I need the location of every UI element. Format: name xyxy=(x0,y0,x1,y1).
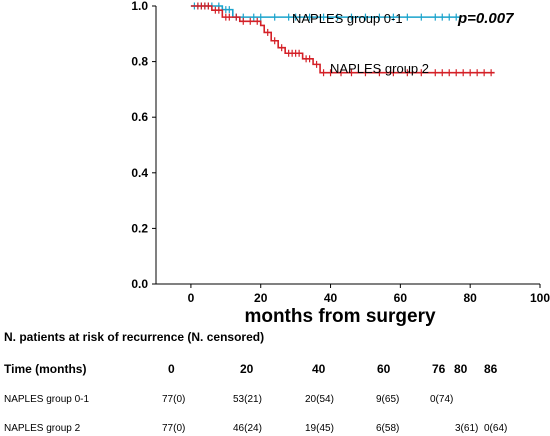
risk-row-label-group-2: NAPLES group 2 xyxy=(4,423,81,434)
risk-cell: 20(54) xyxy=(305,394,334,405)
x-tick-labels: 0 20 40 60 80 100 xyxy=(188,284,550,305)
x-axis-label: months from surgery xyxy=(244,306,436,327)
y-tick-label: 0.6 xyxy=(131,110,148,124)
risk-cell: 77(0) xyxy=(162,394,186,405)
km-chart: 0.0 0.2 0.4 0.6 0.8 1.0 0 20 40 60 80 100 NAPLES g… xyxy=(131,0,550,327)
risk-cell: 9(65) xyxy=(376,394,400,405)
x-tick-label: 0 xyxy=(188,291,195,305)
y-tick-label: 0.4 xyxy=(131,166,148,180)
risk-cell: 77(0) xyxy=(162,423,186,434)
km-curve-series-0 xyxy=(190,5,460,18)
risk-cell: 19(45) xyxy=(305,423,334,434)
risk-cell: 0(64) xyxy=(484,423,508,434)
risk-time-20: 20 xyxy=(240,362,254,376)
risk-time-76: 76 xyxy=(432,362,446,376)
p-value: p=0.007 xyxy=(457,10,514,27)
x-tick-label: 100 xyxy=(530,291,550,305)
risk-table-time-header: Time (months) xyxy=(4,362,87,376)
risk-cell: 46(24) xyxy=(233,423,262,434)
y-tick-label: 0.2 xyxy=(131,221,148,235)
risk-time-86: 86 xyxy=(484,362,498,376)
risk-cell: 53(21) xyxy=(233,394,262,405)
series-label-group-2: NAPLES group 2 xyxy=(330,61,429,76)
y-tick-label: 1.0 xyxy=(131,0,148,13)
x-tick-label: 80 xyxy=(464,291,478,305)
y-tick-labels: 0.0 0.2 0.4 0.6 0.8 1.0 xyxy=(131,0,156,291)
y-tick-label: 0.8 xyxy=(131,55,148,69)
risk-time-0: 0 xyxy=(168,362,175,376)
series-layer xyxy=(190,2,495,77)
risk-row-label-group-0-1: NAPLES group 0-1 xyxy=(4,394,90,405)
risk-cell: 0(74) xyxy=(430,394,454,405)
risk-time-80: 80 xyxy=(454,362,468,376)
x-tick-label: 20 xyxy=(254,291,268,305)
risk-time-60: 60 xyxy=(377,362,391,376)
x-tick-label: 60 xyxy=(394,291,408,305)
km-curve-series-1 xyxy=(190,5,495,74)
y-tick-label: 0.0 xyxy=(131,277,148,291)
risk-table-title: N. patients at risk of recurrence (N. ce… xyxy=(4,330,265,344)
x-tick-label: 40 xyxy=(324,291,338,305)
risk-time-40: 40 xyxy=(312,362,326,376)
risk-cell: 3(61) xyxy=(455,423,479,434)
risk-cell: 6(58) xyxy=(376,423,400,434)
series-label-group-0-1: NAPLES group 0-1 xyxy=(292,11,403,26)
